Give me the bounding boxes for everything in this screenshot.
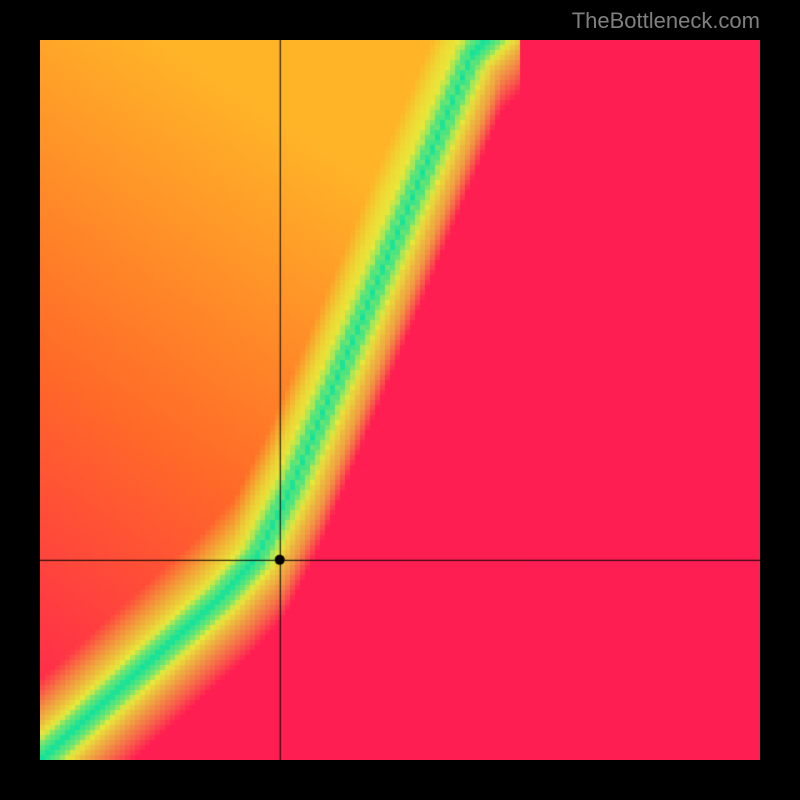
heatmap-canvas [40,40,760,760]
heatmap-plot-area [40,40,760,760]
watermark-text: TheBottleneck.com [572,8,760,34]
chart-container: TheBottleneck.com [0,0,800,800]
